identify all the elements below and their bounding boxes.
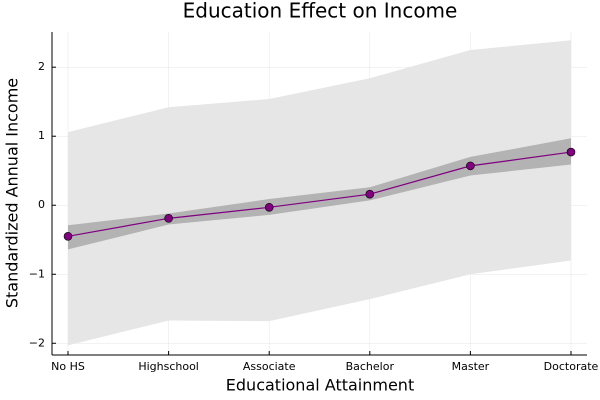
y-tick-label: −2 (29, 336, 45, 349)
data-point (365, 189, 375, 199)
chart-title: Education Effect on Income (183, 0, 458, 23)
data-line (67, 151, 572, 237)
x-tick-label: No HS (51, 360, 85, 373)
data-point (264, 203, 274, 212)
x-tick-label: Master (452, 360, 490, 373)
confidence-band (68, 138, 571, 250)
x-tick-label: Associate (243, 360, 296, 373)
data-point (566, 147, 576, 157)
data-point (63, 231, 73, 241)
x-tick-label: Doctorate (544, 360, 599, 373)
y-tick-label: −1 (29, 267, 45, 280)
x-tick-label: Bachelor (346, 360, 395, 373)
x-tick-label: Highschool (138, 360, 199, 373)
y-axis-label: Standardized Annual Income (3, 78, 22, 308)
y-tick-label: 0 (38, 198, 45, 211)
x-axis-label: Educational Attainment (226, 376, 414, 395)
y-tick-label: 1 (38, 129, 45, 142)
confidence-band (68, 40, 571, 346)
data-point (466, 161, 475, 171)
data-point (164, 214, 173, 223)
y-tick-label: 2 (38, 60, 45, 73)
